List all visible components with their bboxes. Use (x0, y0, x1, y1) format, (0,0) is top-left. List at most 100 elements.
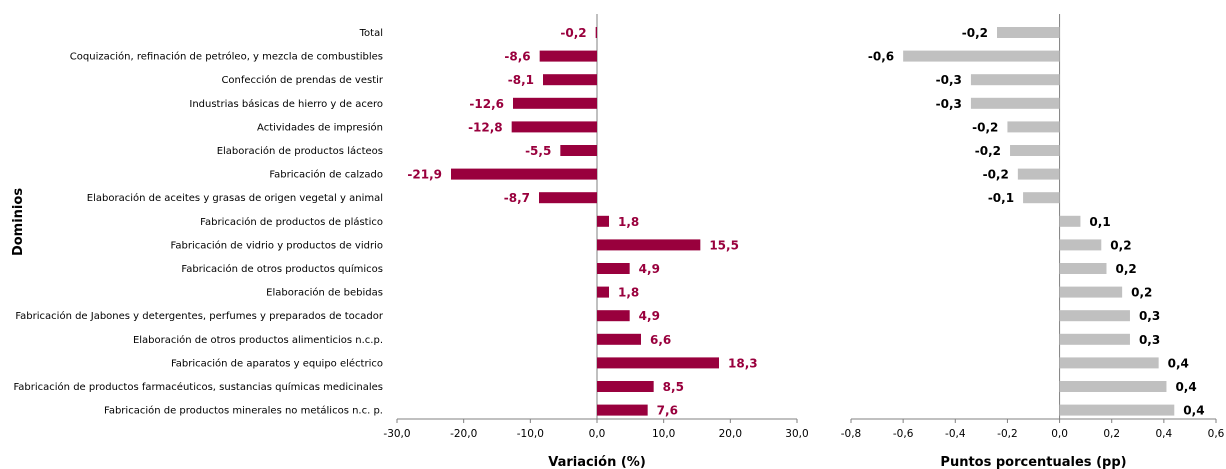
variation-x-tick-label: -30,0 (383, 428, 410, 440)
contribution-data-label: -0,2 (972, 120, 998, 134)
variation-data-label: 15,5 (709, 238, 739, 252)
contribution-bar (1059, 404, 1175, 416)
variation-data-label: 18,3 (728, 356, 758, 370)
contribution-data-label: 0,3 (1139, 309, 1160, 323)
contribution-data-label: 0,4 (1175, 380, 1196, 394)
contribution-data-label: 0,2 (1116, 262, 1137, 276)
variation-chart: Total Coquización, refinación de petróleo… (13, 14, 809, 469)
variation-x-tick-label: -20,0 (450, 428, 477, 440)
variation-data-label: -8,1 (508, 73, 534, 87)
contribution-x-tick-label: 0,6 (1208, 428, 1225, 440)
category-label: Elaboración de otros productos alimentic… (133, 334, 383, 346)
contribution-bar (1059, 286, 1123, 298)
variation-data-label: 7,6 (657, 404, 678, 418)
variation-bar (511, 121, 597, 133)
variation-data-label: -21,9 (407, 168, 442, 182)
contribution-data-label: 0,4 (1183, 404, 1204, 418)
contribution-x-tick-label: 0,0 (1051, 428, 1068, 440)
contribution-bar (1017, 168, 1060, 180)
contribution-bar (1023, 192, 1060, 204)
variation-x-tick-label: -10,0 (517, 428, 544, 440)
category-label: Fabricación de productos farmacéuticos, … (13, 381, 383, 393)
variation-data-label: -12,6 (469, 97, 504, 111)
category-label: Fabricación de calzado (269, 169, 383, 181)
category-label: Industrias básicas de hierro y de acero (189, 98, 383, 110)
variation-bar (597, 381, 654, 392)
variation-data-label: -8,6 (504, 50, 530, 64)
variation-bar (597, 215, 609, 227)
variation-data-label: -8,7 (504, 191, 530, 205)
contribution-data-label: 0,1 (1089, 215, 1110, 229)
variation-bar (560, 145, 597, 156)
contribution-data-label: 0,2 (1131, 286, 1152, 300)
contribution-data-label: 0,2 (1110, 238, 1131, 252)
variation-x-axis-title: Variación (%) (548, 455, 646, 469)
variation-data-label: 4,9 (639, 262, 660, 276)
variation-bar (597, 404, 648, 416)
variation-data-label: 1,8 (618, 215, 639, 229)
variation-data-label: 4,9 (639, 309, 660, 323)
variation-data-label: -12,8 (468, 120, 503, 134)
variation-bar (539, 192, 597, 204)
category-label: Total (359, 28, 383, 39)
contribution-data-label: -0,2 (962, 26, 988, 40)
contribution-x-axis-title: Puntos porcentuales (pp) (940, 455, 1126, 469)
category-label: Fabricación de Jabones y detergentes, pe… (15, 310, 384, 322)
category-label: Fabricación de aparatos y equipo eléctri… (171, 357, 383, 369)
variation-bar (597, 263, 630, 274)
contribution-bar (970, 74, 1060, 86)
contribution-x-tick-label: 0,4 (1156, 428, 1173, 440)
y-axis-title: Dominios (11, 188, 26, 256)
category-label: Elaboración de aceites y grasas de orige… (87, 192, 383, 204)
variation-x-tick-label: 20,0 (719, 428, 742, 440)
category-label: Elaboración de productos lácteos (217, 145, 383, 157)
variation-bar (597, 357, 719, 369)
contribution-chart: -0,8 -0,6 -0,4 -0,2 0,0 0,2 0,4 0,6 -0,2 -0,6 -0,3… (841, 14, 1225, 469)
variation-data-label: -5,5 (525, 144, 551, 158)
contribution-x-tick-label: -0,6 (893, 428, 914, 440)
variation-data-label: -0,2 (560, 26, 586, 40)
variation-bar (597, 310, 630, 322)
contribution-data-label: -0,3 (936, 73, 962, 87)
contribution-data-label: -0,2 (975, 144, 1001, 158)
variation-bar (597, 239, 701, 251)
contribution-data-label: -0,1 (988, 191, 1014, 205)
category-label: Actividades de impresión (257, 121, 383, 133)
variation-bar (543, 74, 597, 86)
contribution-x-tick-label: -0,4 (945, 428, 966, 440)
category-label: Coquización, refinación de petróleo, y m… (70, 51, 383, 63)
variation-data-label: 8,5 (663, 380, 684, 394)
category-label: Fabricación de productos de plástico (200, 216, 383, 228)
contribution-bar (1059, 263, 1107, 274)
variation-data-label: 6,6 (650, 333, 671, 347)
variation-bar (513, 97, 597, 109)
contribution-data-label: -0,3 (936, 97, 962, 111)
contribution-bar (903, 50, 1060, 62)
contribution-bar (1059, 357, 1159, 369)
contribution-bar (1059, 215, 1081, 227)
variation-x-tick-label: 30,0 (785, 428, 808, 440)
variation-x-tick-label: 0,0 (589, 428, 606, 440)
contribution-x-tick-label: 0,2 (1103, 428, 1120, 440)
contribution-bar (997, 27, 1060, 38)
variation-data-label: 1,8 (618, 286, 639, 300)
category-label: Confección de prendas de vestir (221, 74, 383, 86)
contribution-bar (1059, 381, 1167, 392)
contribution-bar (1059, 333, 1130, 345)
contribution-bar (1010, 145, 1060, 156)
contribution-data-label: 0,4 (1168, 356, 1189, 370)
contribution-bar (1007, 121, 1060, 133)
contribution-x-tick-label: -0,8 (841, 428, 862, 440)
contribution-bar (970, 97, 1060, 109)
category-label: Fabricación de otros productos químicos (181, 263, 383, 275)
contribution-bar (1059, 310, 1130, 322)
contribution-data-label: -0,2 (983, 168, 1009, 182)
contribution-x-tick-label: -0,2 (997, 428, 1018, 440)
variation-bar (595, 27, 597, 38)
contribution-data-label: 0,3 (1139, 333, 1160, 347)
variation-bar (451, 168, 597, 180)
variation-bar (539, 50, 597, 62)
category-label: Fabricación de productos minerales no me… (104, 405, 383, 417)
variation-bar (597, 286, 609, 298)
